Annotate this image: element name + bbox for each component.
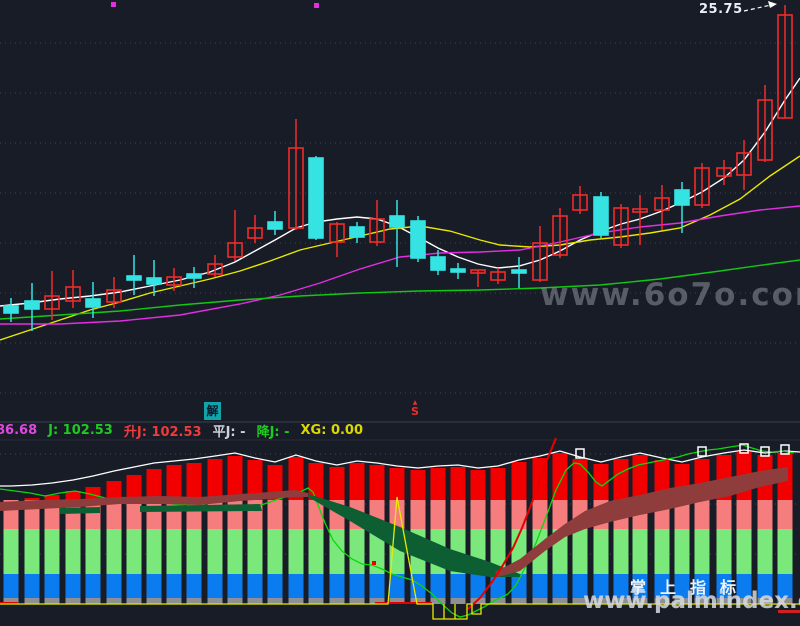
indicator-value: 升J: 102.53 [123, 424, 202, 440]
indicator-value-row: 86.68 J: 102.53 升J: 102.53 平J: - 降J: - XG: 0.… [0, 421, 364, 440]
indicator-value: J: 102.53 [48, 422, 113, 438]
last-price-label: 25.75 [699, 2, 743, 17]
signal-badge-jie[interactable]: 解 [204, 402, 221, 420]
indicator-value: 降J: - [256, 424, 290, 440]
sell-signal-marker: ▲ S [407, 399, 423, 418]
indicator-value: 86.68 [0, 422, 38, 438]
indicator-value: XG: 0.00 [300, 422, 364, 438]
watermark-palmindex-cn: 掌上指标 [630, 578, 751, 597]
signal-letter: S [411, 405, 419, 418]
indicator-value: 平J: - [212, 424, 246, 440]
watermark-palmindex-url: www.palmindex.com [583, 588, 800, 614]
watermark-6o7o: www.6o7o.com [540, 277, 800, 313]
triangle-up-icon: ▲ [412, 399, 418, 406]
